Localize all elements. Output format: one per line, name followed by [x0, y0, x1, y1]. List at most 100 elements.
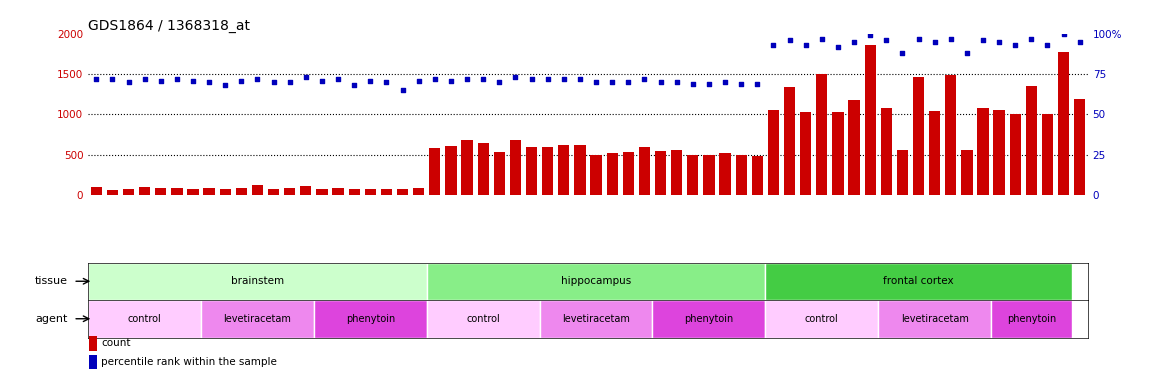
Text: control: control	[467, 314, 500, 324]
Bar	[784, 87, 795, 195]
Text: phenytoin: phenytoin	[346, 314, 395, 324]
Bar	[107, 190, 118, 195]
Point	[361, 78, 380, 84]
Point	[635, 76, 654, 82]
Bar	[89, 355, 98, 369]
Bar	[155, 188, 166, 195]
Bar	[687, 154, 699, 195]
Text: hippocampus: hippocampus	[561, 276, 632, 286]
Point	[457, 76, 476, 82]
Text: frontal cortex: frontal cortex	[883, 276, 954, 286]
Bar	[946, 75, 956, 195]
Bar	[994, 110, 1004, 195]
Bar	[751, 156, 763, 195]
Point	[328, 76, 347, 82]
Point	[748, 81, 767, 87]
Bar	[429, 148, 441, 195]
Text: tissue: tissue	[35, 276, 68, 286]
Point	[280, 79, 299, 85]
Point	[603, 79, 622, 85]
Text: levetiracetam: levetiracetam	[562, 314, 630, 324]
Bar	[333, 188, 343, 195]
Point	[441, 78, 460, 84]
Point	[780, 37, 799, 43]
Bar	[735, 156, 747, 195]
Bar	[622, 152, 634, 195]
Bar	[122, 189, 134, 195]
Bar	[235, 188, 247, 195]
Bar	[977, 108, 989, 195]
Point	[731, 81, 750, 87]
Point	[539, 76, 557, 82]
Bar	[89, 336, 98, 351]
Text: control: control	[128, 314, 161, 324]
Bar	[172, 188, 182, 195]
Point	[667, 79, 686, 85]
Point	[764, 42, 783, 48]
Point	[844, 39, 863, 45]
Point	[619, 79, 637, 85]
Point	[426, 76, 445, 82]
Text: phenytoin: phenytoin	[1007, 314, 1056, 324]
Text: percentile rank within the sample: percentile rank within the sample	[101, 357, 278, 367]
Bar	[639, 147, 650, 195]
Bar	[574, 145, 586, 195]
Bar	[800, 112, 811, 195]
Bar	[703, 156, 715, 195]
Bar	[526, 147, 537, 195]
Text: agent: agent	[35, 314, 68, 324]
Point	[490, 79, 509, 85]
Point	[990, 39, 1009, 45]
Point	[216, 82, 235, 88]
Point	[893, 50, 911, 56]
Point	[152, 78, 171, 84]
Point	[926, 39, 944, 45]
Point	[554, 76, 573, 82]
Point	[828, 44, 847, 50]
Bar	[88, 262, 427, 300]
Point	[909, 36, 928, 42]
Point	[265, 79, 283, 85]
Point	[409, 78, 428, 84]
Point	[135, 76, 154, 82]
Bar	[720, 153, 730, 195]
Bar	[187, 189, 199, 195]
Bar	[397, 189, 408, 195]
Text: control: control	[804, 314, 838, 324]
Point	[1022, 36, 1041, 42]
Bar	[961, 150, 973, 195]
Text: levetiracetam: levetiracetam	[901, 314, 969, 324]
Bar	[929, 111, 941, 195]
Bar	[1025, 86, 1037, 195]
Bar	[816, 74, 828, 195]
Point	[1038, 42, 1057, 48]
Bar	[348, 189, 360, 195]
Text: brainstem: brainstem	[230, 276, 285, 286]
Point	[716, 79, 735, 85]
Point	[183, 78, 202, 84]
Bar	[542, 147, 554, 195]
Bar	[413, 188, 425, 195]
Bar	[590, 154, 602, 195]
Bar	[285, 188, 295, 195]
Bar	[833, 112, 843, 195]
Bar	[671, 150, 682, 195]
Bar	[766, 262, 1071, 300]
Bar	[314, 300, 427, 338]
Point	[474, 76, 493, 82]
Bar	[897, 150, 908, 195]
Point	[877, 37, 896, 43]
Bar	[88, 300, 201, 338]
Point	[345, 82, 363, 88]
Text: levetiracetam: levetiracetam	[223, 314, 292, 324]
Point	[941, 36, 960, 42]
Bar	[848, 100, 860, 195]
Bar	[878, 300, 991, 338]
Bar	[494, 152, 505, 195]
Point	[813, 36, 831, 42]
Point	[796, 42, 815, 48]
Text: GDS1864 / 1368318_at: GDS1864 / 1368318_at	[88, 19, 250, 33]
Point	[232, 78, 250, 84]
Bar	[201, 300, 314, 338]
Point	[103, 76, 122, 82]
